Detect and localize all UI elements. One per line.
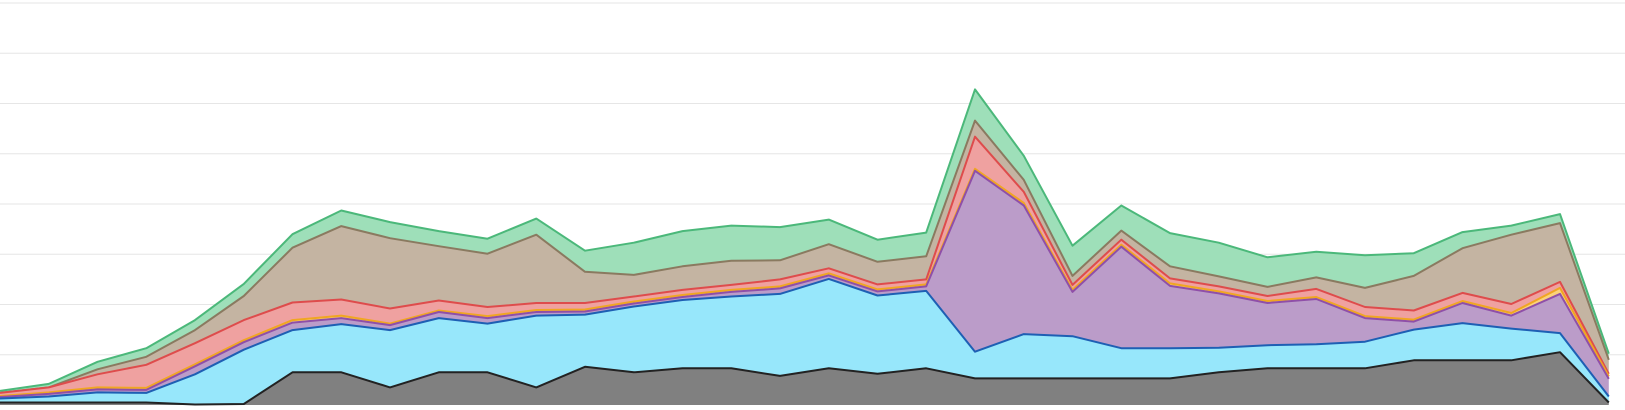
area-layers — [0, 88, 1610, 406]
area-tan — [0, 120, 1609, 393]
line-yellow — [0, 167, 1610, 397]
line-cyan — [0, 277, 1610, 400]
line-red — [0, 135, 1610, 394]
area-gray — [0, 352, 1609, 405]
line-gray — [0, 351, 1610, 406]
area-purple — [0, 170, 1609, 399]
line-green — [0, 88, 1610, 392]
line-purple — [0, 169, 1610, 398]
area-green — [0, 89, 1609, 393]
area-red — [0, 136, 1609, 396]
line-tan — [0, 119, 1610, 394]
